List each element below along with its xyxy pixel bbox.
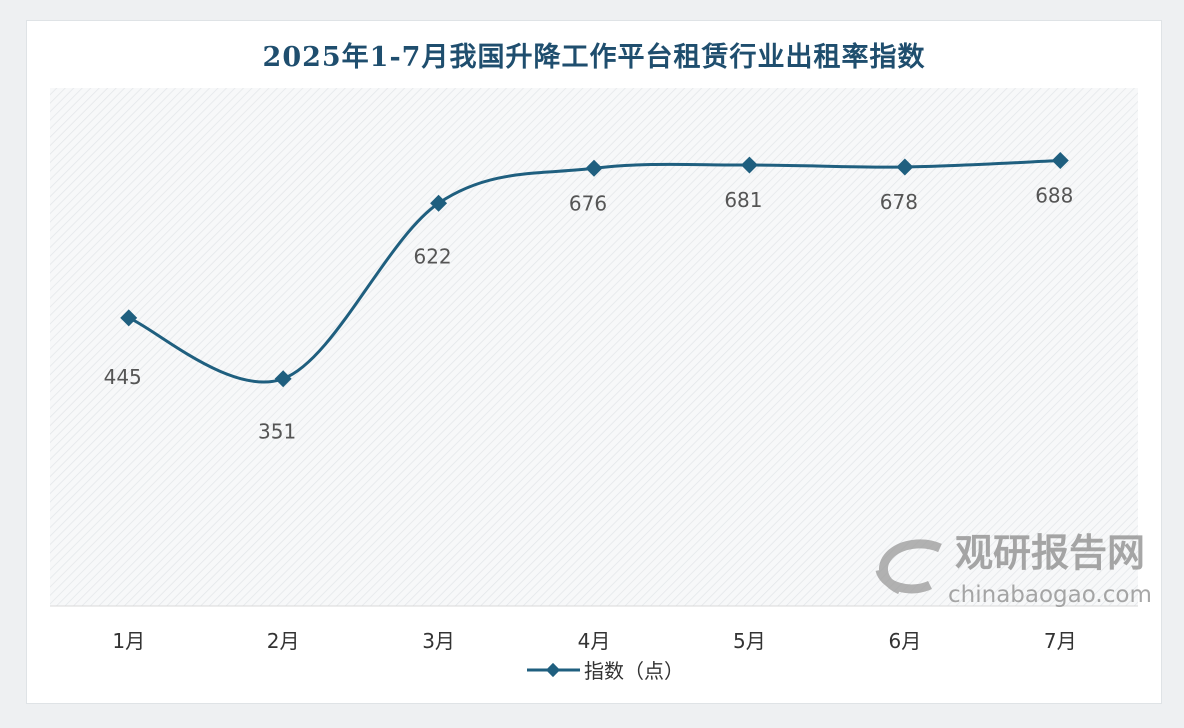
watermark-url: chinabaogao.com [948,582,1152,608]
data-label: 688 [1035,184,1073,208]
data-point [740,156,758,174]
data-label: 676 [569,191,607,215]
x-tick-label: 6月 [888,629,921,653]
watermark-name: 观研报告网 [955,531,1145,575]
x-tick-label: 2月 [267,629,300,653]
legend-label: 指数（点） [584,659,684,683]
x-tick-label: 1月 [112,629,145,653]
data-label: 622 [413,244,451,268]
data-label: 445 [104,365,142,389]
watermark: 观研报告网 chinabaogao.com [875,531,1152,608]
x-tick-label: 4月 [578,629,611,653]
data-point [430,194,448,212]
x-tick-label: 3月 [422,629,455,653]
data-label: 351 [258,420,296,444]
chart-title: 2025年1-7月我国升降工作平台租赁行业出租率指数 [262,42,926,73]
watermark-logo-icon [875,539,942,595]
x-tick-label: 5月 [733,629,766,653]
legend: 指数（点） [527,659,684,683]
x-tick-label: 7月 [1044,629,1077,653]
data-label: 678 [880,190,918,214]
data-point [896,158,914,176]
legend-marker-icon [545,662,561,678]
data-label: 681 [724,188,762,212]
data-point [274,370,292,388]
data-point [585,159,603,177]
